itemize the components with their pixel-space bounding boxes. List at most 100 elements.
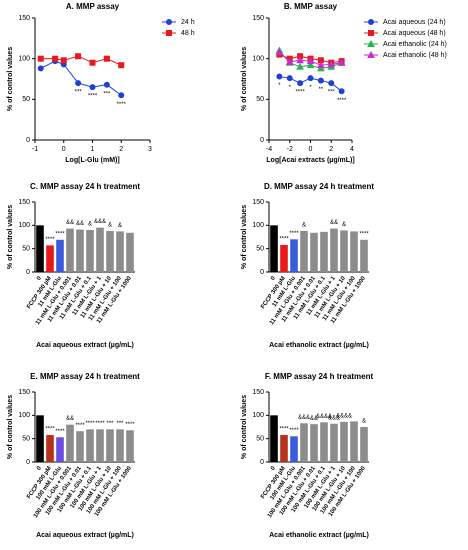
annotation: **** bbox=[295, 90, 305, 96]
x-axis-label: Acai aqueous extract (µg/mL) bbox=[36, 532, 134, 539]
y-tick-label: 50 bbox=[22, 436, 30, 443]
x-axis-label: Acai ethanolic extract (µg/mL) bbox=[269, 532, 369, 539]
y-tick-label: 100 bbox=[252, 56, 264, 63]
y-tick-label: 150 bbox=[252, 15, 264, 22]
bar bbox=[46, 434, 54, 462]
annotation: *** bbox=[75, 90, 83, 96]
y-tick-label: 50 bbox=[22, 96, 30, 103]
bar bbox=[86, 230, 94, 272]
bar bbox=[66, 228, 74, 272]
marker bbox=[37, 55, 44, 62]
bar bbox=[270, 225, 278, 272]
x-tick-label: 0 bbox=[270, 465, 277, 472]
bar bbox=[290, 239, 298, 272]
bar bbox=[270, 415, 278, 462]
marker bbox=[328, 80, 335, 87]
bar bbox=[320, 422, 328, 462]
x-tick-label: -4 bbox=[266, 146, 272, 153]
y-tick-label: 100 bbox=[252, 412, 264, 419]
y-tick-label: 50 bbox=[256, 96, 264, 103]
bar bbox=[106, 230, 114, 272]
annotation: **** bbox=[45, 427, 55, 433]
x-axis-label: Acai aqueous extract (µg/mL) bbox=[36, 342, 134, 349]
marker bbox=[337, 58, 346, 66]
x-axis-label: Acai ethanolic extract (µg/mL) bbox=[269, 342, 369, 349]
y-axis-label: % of control values bbox=[7, 395, 14, 459]
annotation: *** bbox=[116, 421, 124, 427]
annotation: **** bbox=[117, 102, 127, 108]
annotation: && bbox=[66, 220, 74, 226]
panel-title: B. MMP assay bbox=[284, 2, 338, 11]
y-tick-label: 0 bbox=[260, 459, 264, 466]
bar bbox=[126, 430, 134, 462]
y-tick-label: 0 bbox=[26, 269, 30, 276]
marker bbox=[367, 50, 375, 58]
x-tick-label: 2 bbox=[329, 146, 333, 153]
bar bbox=[280, 434, 288, 462]
marker bbox=[317, 61, 325, 69]
annotation: **** bbox=[95, 421, 105, 427]
annotation: ** bbox=[319, 87, 324, 93]
bar bbox=[126, 232, 134, 272]
x-tick-label: 0 bbox=[36, 465, 43, 472]
panel-title: A. MMP assay bbox=[66, 2, 120, 11]
x-tick-label: -2 bbox=[287, 146, 293, 153]
marker bbox=[37, 65, 44, 72]
legend-label: Acai ethanolic (48 h) bbox=[383, 52, 447, 59]
annotation: * bbox=[289, 85, 292, 91]
marker bbox=[306, 61, 315, 69]
annotation: **** bbox=[75, 423, 85, 429]
marker bbox=[368, 19, 374, 25]
marker bbox=[103, 55, 110, 62]
annotation: &&& bbox=[94, 219, 106, 225]
marker bbox=[89, 84, 96, 91]
marker bbox=[166, 30, 172, 36]
marker bbox=[89, 59, 96, 66]
bar bbox=[76, 431, 84, 462]
x-tick-label: 0 bbox=[309, 146, 313, 153]
marker bbox=[307, 75, 314, 82]
panel-title: D. MMP assay 24 h treatment bbox=[264, 182, 374, 191]
annotation: **** bbox=[125, 422, 135, 428]
legend-label: 24 h bbox=[181, 19, 195, 26]
annotation: *** bbox=[103, 91, 111, 97]
marker bbox=[75, 53, 82, 60]
marker bbox=[306, 57, 315, 65]
annotation: && bbox=[76, 221, 84, 227]
bar bbox=[350, 231, 358, 272]
bar bbox=[310, 232, 318, 272]
annotation: & bbox=[108, 223, 112, 229]
annotation: & bbox=[342, 222, 346, 228]
bar bbox=[36, 225, 44, 272]
bar bbox=[330, 423, 338, 462]
annotation: && bbox=[66, 416, 74, 422]
bar bbox=[360, 427, 368, 462]
bar bbox=[320, 231, 328, 272]
marker bbox=[297, 80, 304, 87]
annotation: **** bbox=[88, 94, 98, 100]
y-tick-label: 100 bbox=[18, 412, 30, 419]
marker bbox=[75, 80, 82, 87]
marker bbox=[166, 19, 172, 25]
annotation: *** bbox=[328, 90, 336, 96]
bar bbox=[86, 429, 94, 462]
marker bbox=[367, 39, 375, 47]
marker bbox=[317, 64, 325, 72]
legend-label: Acai aqueous (48 h) bbox=[383, 30, 446, 37]
y-tick-label: 0 bbox=[260, 269, 264, 276]
annotation: * bbox=[309, 85, 312, 91]
annotation: &&& bbox=[298, 415, 310, 421]
y-tick-label: 150 bbox=[18, 15, 30, 22]
marker bbox=[286, 75, 293, 82]
annotation: &&&& bbox=[336, 413, 352, 419]
marker bbox=[285, 57, 294, 65]
y-tick-label: 50 bbox=[22, 246, 30, 253]
x-tick-label: -1 bbox=[32, 146, 38, 153]
marker bbox=[296, 62, 304, 70]
marker bbox=[275, 48, 284, 56]
bar bbox=[280, 244, 288, 272]
y-tick-label: 0 bbox=[26, 459, 30, 466]
x-tick-label: 4 bbox=[350, 146, 354, 153]
x-tick-label: 0 bbox=[36, 275, 43, 282]
